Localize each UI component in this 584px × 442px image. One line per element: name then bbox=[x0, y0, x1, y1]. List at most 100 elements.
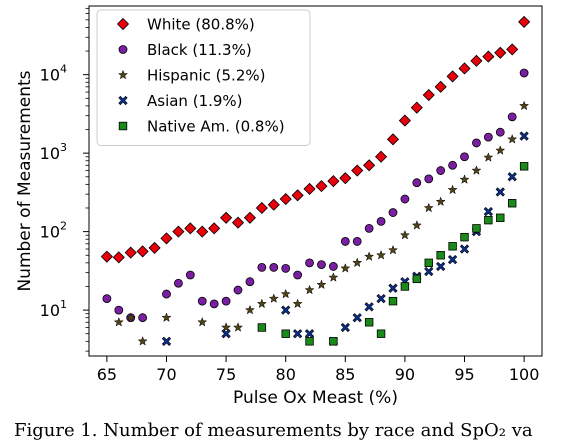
data-point bbox=[448, 160, 457, 170]
plot-area bbox=[88, 5, 543, 357]
data-point bbox=[434, 80, 447, 93]
data-point bbox=[292, 329, 303, 339]
data-point bbox=[496, 213, 505, 222]
data-point bbox=[100, 250, 113, 263]
data-point bbox=[459, 174, 470, 184]
data-point bbox=[328, 262, 338, 271]
data-point bbox=[364, 251, 375, 261]
data-point bbox=[102, 294, 112, 304]
data-point bbox=[184, 222, 197, 235]
data-point bbox=[351, 164, 364, 177]
data-point bbox=[197, 316, 208, 327]
data-point bbox=[304, 284, 315, 295]
data-point bbox=[519, 100, 530, 111]
x-tick-label: 90 bbox=[395, 365, 415, 384]
data-point bbox=[460, 152, 469, 162]
y-tick-label: 101 bbox=[40, 298, 67, 320]
legend-marker bbox=[117, 69, 129, 80]
legend-label: Black (11.3%) bbox=[147, 41, 252, 59]
data-point bbox=[447, 184, 458, 195]
data-point bbox=[279, 192, 292, 206]
x-tick-label: 85 bbox=[335, 365, 355, 384]
data-point bbox=[316, 279, 327, 290]
y-tick-label: 104 bbox=[40, 63, 67, 85]
data-point bbox=[399, 229, 410, 240]
data-point bbox=[162, 289, 171, 299]
y-tick-label: 103 bbox=[40, 141, 67, 163]
data-point bbox=[255, 201, 268, 215]
data-point bbox=[507, 199, 517, 208]
data-point bbox=[114, 305, 124, 315]
data-point bbox=[436, 251, 445, 260]
data-point bbox=[113, 316, 124, 327]
data-point bbox=[267, 198, 280, 211]
data-point bbox=[244, 304, 256, 315]
data-point bbox=[232, 322, 244, 332]
x-tick-label: 70 bbox=[156, 365, 176, 384]
legend-marker bbox=[118, 95, 128, 106]
data-point bbox=[221, 296, 231, 306]
series-star bbox=[113, 100, 530, 346]
data-point bbox=[483, 206, 493, 217]
data-point bbox=[494, 46, 507, 59]
data-point bbox=[281, 329, 290, 338]
x-tick-label: 65 bbox=[97, 365, 117, 384]
legend-entry: Native Am. (0.8%) bbox=[118, 118, 285, 136]
data-point bbox=[280, 288, 291, 299]
data-point bbox=[518, 15, 531, 28]
data-point bbox=[172, 225, 185, 238]
x-axis-label: Pulse Ox Meast (%) bbox=[233, 388, 398, 408]
data-point bbox=[196, 225, 209, 238]
data-point bbox=[400, 194, 410, 204]
data-point bbox=[482, 50, 495, 63]
data-point bbox=[410, 101, 423, 114]
data-point bbox=[269, 262, 279, 272]
data-point bbox=[328, 272, 339, 282]
data-point bbox=[161, 312, 172, 323]
data-point bbox=[257, 323, 267, 332]
data-point bbox=[233, 285, 243, 295]
data-point bbox=[460, 232, 469, 242]
data-point bbox=[519, 162, 529, 171]
x-tick-label: 100 bbox=[509, 365, 540, 384]
data-point bbox=[386, 133, 400, 146]
legend-label: Asian (1.9%) bbox=[147, 92, 243, 110]
legend-entry: Asian (1.9%) bbox=[118, 92, 243, 110]
data-point bbox=[231, 216, 245, 229]
data-point bbox=[436, 166, 446, 175]
data-point bbox=[340, 237, 350, 246]
data-point bbox=[340, 263, 351, 273]
data-point bbox=[329, 337, 338, 346]
data-point bbox=[221, 329, 231, 339]
plot-frame bbox=[88, 5, 543, 357]
data-point bbox=[317, 260, 326, 269]
data-point bbox=[436, 261, 446, 272]
data-point bbox=[472, 138, 481, 148]
data-point bbox=[363, 159, 376, 172]
data-point bbox=[483, 152, 494, 162]
data-point bbox=[281, 263, 291, 273]
legend-entry: Black (11.3%) bbox=[118, 41, 252, 59]
data-point bbox=[243, 211, 256, 224]
data-point bbox=[507, 112, 517, 122]
data-point bbox=[174, 278, 183, 288]
data-point bbox=[268, 293, 279, 303]
data-point bbox=[136, 245, 149, 258]
data-point bbox=[376, 216, 386, 226]
chart: 65 70 75 80 85 90 95 100 101 102 103 104 White (80.… bbox=[15, 5, 543, 408]
data-point bbox=[458, 62, 471, 75]
data-point bbox=[387, 244, 399, 255]
data-point bbox=[506, 43, 519, 56]
legend-label: Native Am. (0.8%) bbox=[147, 118, 285, 136]
data-point bbox=[519, 131, 529, 141]
data-point bbox=[470, 54, 483, 67]
data-point bbox=[424, 258, 433, 268]
legend-label: Hispanic (5.2%) bbox=[147, 67, 265, 85]
data-point bbox=[364, 318, 374, 327]
data-point bbox=[519, 68, 529, 78]
data-point bbox=[327, 175, 340, 188]
data-point bbox=[138, 313, 148, 323]
data-point bbox=[352, 257, 363, 268]
data-point bbox=[495, 127, 505, 137]
data-point bbox=[161, 336, 172, 346]
